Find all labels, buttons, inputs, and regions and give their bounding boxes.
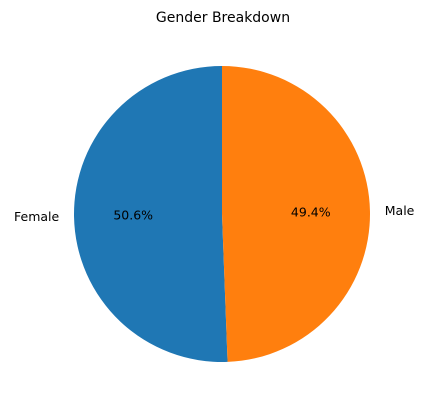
slice-percent-male: 49.4% <box>291 204 331 219</box>
pie-slice-female <box>74 66 228 362</box>
chart-title: Gender Breakdown <box>156 10 290 26</box>
slice-percent-female: 50.6% <box>113 208 153 223</box>
pie-slice-male <box>222 66 371 362</box>
slice-label-female: Female <box>14 209 60 224</box>
pie-slices <box>74 66 371 362</box>
pie-labels: Female 50.6% Male 49.4% <box>14 203 415 224</box>
slice-label-male: Male <box>385 203 415 218</box>
